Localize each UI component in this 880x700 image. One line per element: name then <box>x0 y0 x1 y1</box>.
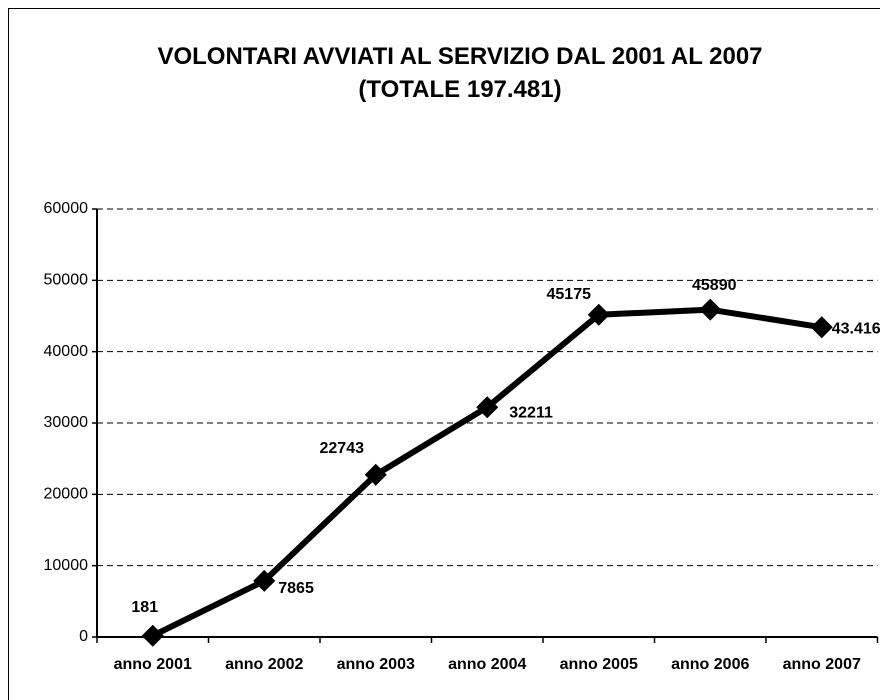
y-tick-label: 30000 <box>44 414 89 431</box>
data-label: 43.416 <box>832 321 880 338</box>
point-marker <box>253 569 276 592</box>
point-marker <box>587 303 610 326</box>
data-label: 22743 <box>320 440 365 457</box>
x-tick-label: anno 2005 <box>560 656 638 673</box>
point-marker <box>476 396 499 419</box>
title-block: VOLONTARI AVVIATI AL SERVIZIO DAL 2001 A… <box>120 40 800 106</box>
chart-title: VOLONTARI AVVIATI AL SERVIZIO DAL 2001 A… <box>157 43 763 70</box>
x-tick-label: anno 2006 <box>671 656 749 673</box>
x-tick-label: anno 2004 <box>448 656 526 673</box>
y-tick-label: 60000 <box>44 200 89 217</box>
y-tick-label: 40000 <box>44 343 89 360</box>
y-tick-label: 50000 <box>44 272 89 289</box>
data-label: 32211 <box>509 404 553 421</box>
point-marker <box>141 624 164 647</box>
data-label: 7865 <box>278 580 314 597</box>
data-label: 45175 <box>547 286 592 303</box>
y-tick-label: 20000 <box>44 486 89 503</box>
y-tick-label: 10000 <box>44 557 89 574</box>
chart-frame <box>8 8 880 700</box>
point-marker <box>364 463 387 486</box>
point-marker <box>699 298 722 321</box>
x-tick-label: anno 2007 <box>783 656 861 673</box>
x-tick-label: anno 2002 <box>225 656 303 673</box>
data-line <box>151 306 823 639</box>
point-marker <box>810 316 833 339</box>
chart-subtitle: (TOTALE 197.481) <box>358 76 562 103</box>
data-label: 181 <box>131 599 158 616</box>
x-tick-label: anno 2003 <box>337 656 415 673</box>
y-tick-label: 0 <box>79 628 88 645</box>
x-tick-label: anno 2001 <box>114 656 192 673</box>
data-label: 45890 <box>692 277 737 294</box>
